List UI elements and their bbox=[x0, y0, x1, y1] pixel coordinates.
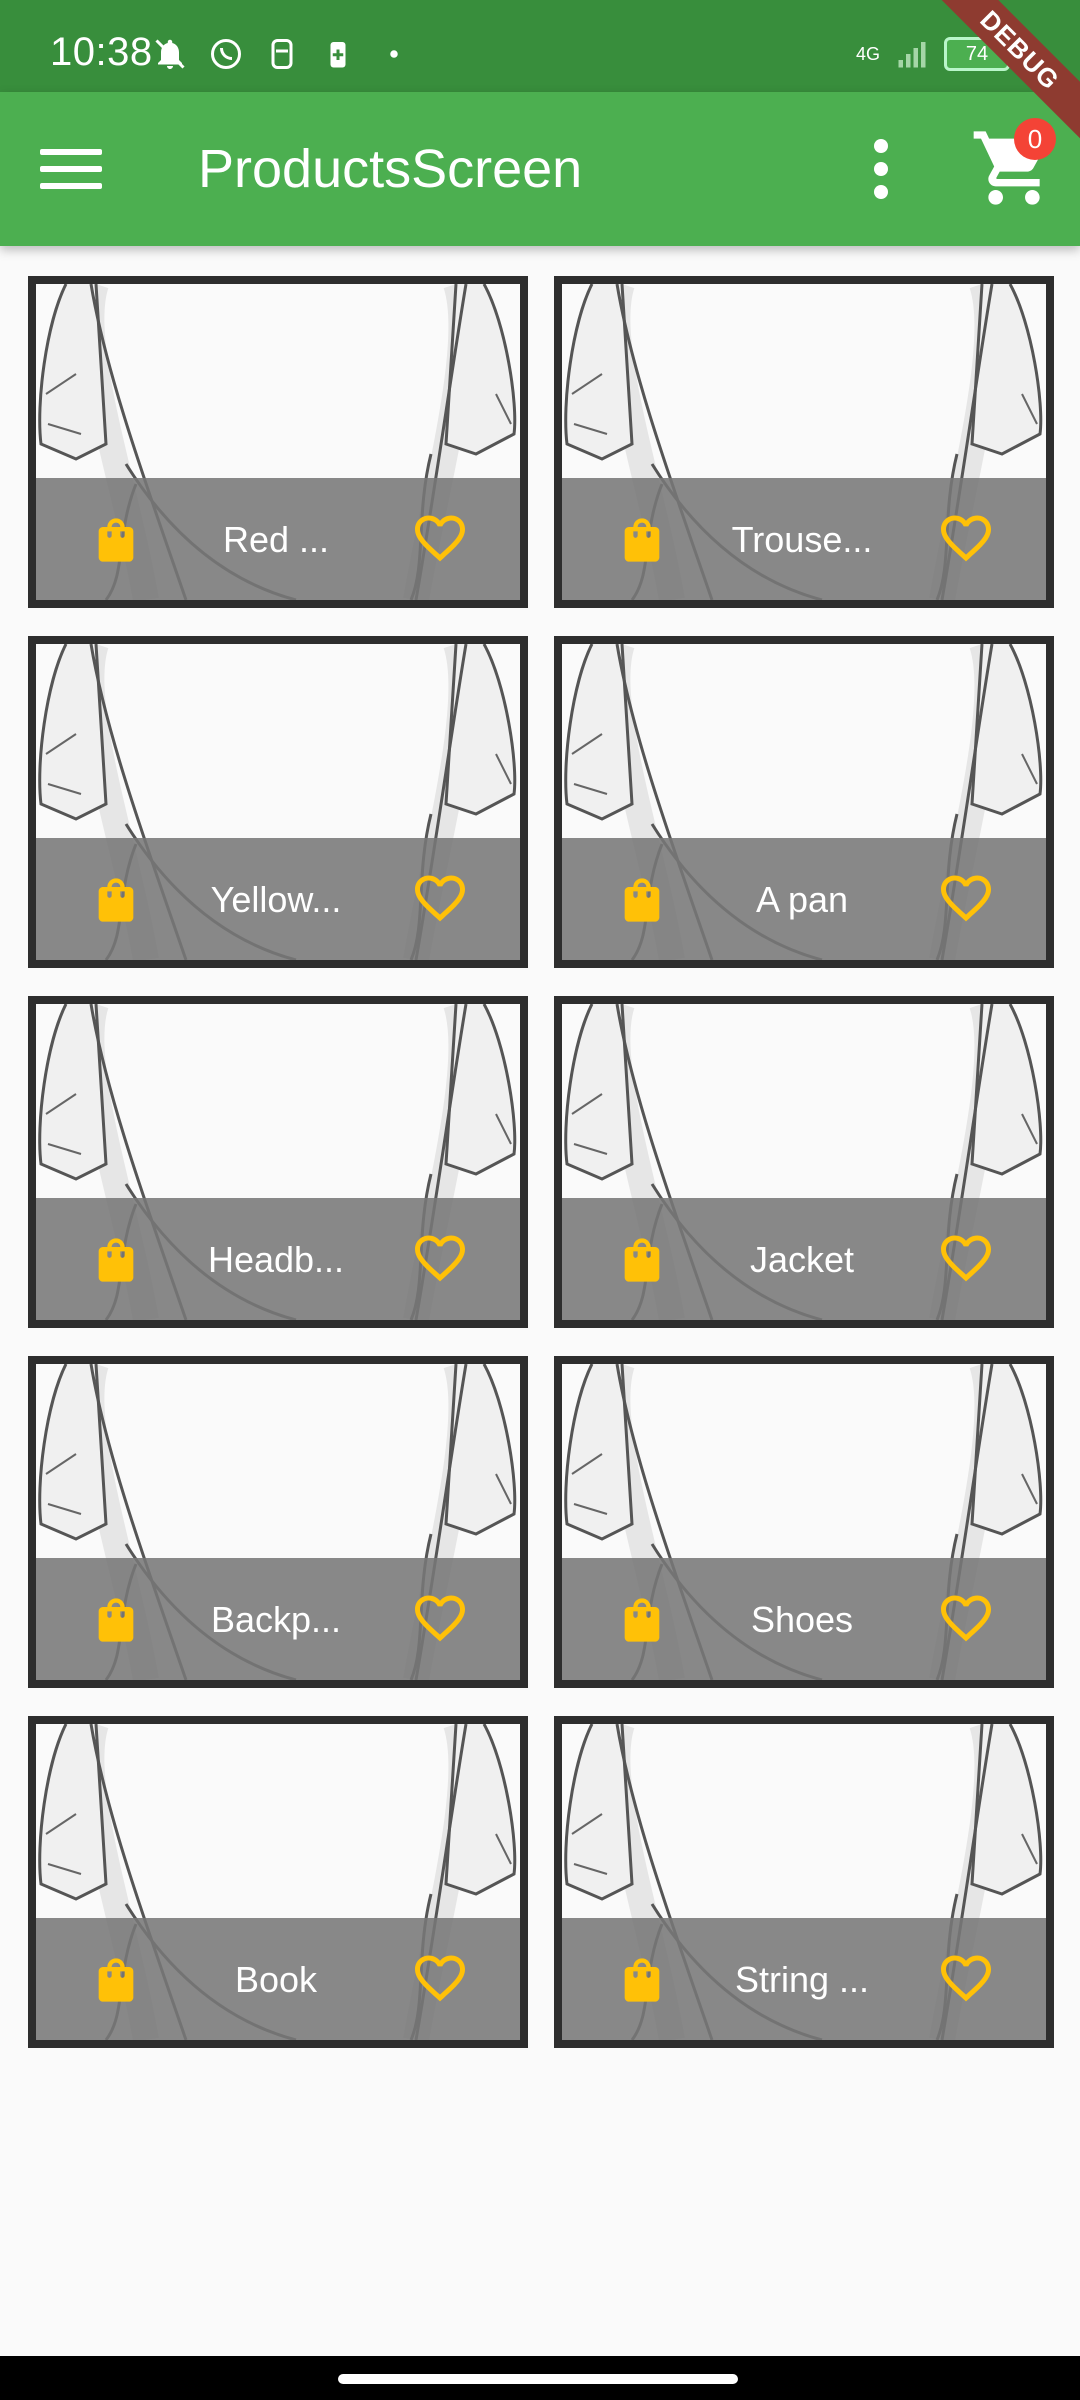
product-name: Backp... bbox=[210, 1599, 342, 1640]
product-name: Trouse... bbox=[731, 519, 873, 560]
shopping-bag-icon[interactable] bbox=[90, 1232, 142, 1288]
more-vert-icon bbox=[874, 139, 888, 153]
product-card-footer: Shoes bbox=[562, 1558, 1046, 1680]
favorite-border-icon[interactable] bbox=[408, 868, 472, 928]
favorite-border-icon[interactable] bbox=[934, 868, 998, 928]
product-card-footer: Backp... bbox=[36, 1558, 520, 1680]
battery-saver-icon bbox=[330, 42, 346, 68]
favorite-border-icon[interactable] bbox=[408, 1588, 472, 1648]
menu-icon bbox=[40, 149, 102, 155]
product-name: Jacket bbox=[749, 1239, 855, 1280]
status-time: 10:38 bbox=[50, 30, 153, 74]
product-name: Red ... bbox=[222, 519, 330, 560]
product-name: Yellow... bbox=[210, 879, 342, 920]
product-card[interactable]: Headb... bbox=[28, 996, 528, 1328]
product-card[interactable]: Book bbox=[28, 1716, 528, 2048]
favorite-border-icon[interactable] bbox=[934, 508, 998, 568]
product-name: Book bbox=[234, 1959, 318, 2000]
favorite-border-icon[interactable] bbox=[408, 1948, 472, 2008]
home-indicator[interactable] bbox=[338, 2374, 738, 2384]
product-card-footer: Yellow... bbox=[36, 838, 520, 960]
shopping-bag-icon[interactable] bbox=[616, 872, 668, 928]
shopping-bag-icon[interactable] bbox=[90, 512, 142, 568]
mute-icon bbox=[155, 39, 185, 69]
favorite-border-icon[interactable] bbox=[934, 1588, 998, 1648]
product-card[interactable]: A pan bbox=[554, 636, 1054, 968]
product-grid: Red ... Trouse... Yellow... A bbox=[28, 276, 1054, 2048]
favorite-border-icon[interactable] bbox=[408, 1228, 472, 1288]
status-notification-icons bbox=[150, 36, 414, 72]
product-card-footer: A pan bbox=[562, 838, 1046, 960]
product-card[interactable]: Backp... bbox=[28, 1356, 528, 1688]
cart-count-badge: 0 bbox=[1014, 118, 1056, 160]
product-card[interactable]: Jacket bbox=[554, 996, 1054, 1328]
app-notification-icon bbox=[271, 39, 293, 69]
status-bar: 10:38 4G 74 bbox=[0, 0, 1080, 92]
product-card[interactable]: String ... bbox=[554, 1716, 1054, 2048]
favorite-border-icon[interactable] bbox=[934, 1228, 998, 1288]
shopping-bag-icon[interactable] bbox=[616, 1232, 668, 1288]
product-card-footer: String ... bbox=[562, 1918, 1046, 2040]
product-card[interactable]: Trouse... bbox=[554, 276, 1054, 608]
product-name: String ... bbox=[734, 1959, 870, 2000]
product-card-footer: Trouse... bbox=[562, 478, 1046, 600]
product-card-footer: Jacket bbox=[562, 1198, 1046, 1320]
favorite-border-icon[interactable] bbox=[408, 508, 472, 568]
shopping-bag-icon[interactable] bbox=[90, 872, 142, 928]
product-card[interactable]: Shoes bbox=[554, 1356, 1054, 1688]
shopping-bag-icon[interactable] bbox=[616, 512, 668, 568]
product-name: Headb... bbox=[207, 1239, 345, 1280]
more-options-button[interactable] bbox=[856, 132, 906, 206]
menu-button[interactable] bbox=[40, 132, 114, 206]
shopping-bag-icon[interactable] bbox=[616, 1592, 668, 1648]
product-card-footer: Book bbox=[36, 1918, 520, 2040]
favorite-border-icon[interactable] bbox=[934, 1948, 998, 2008]
battery-level: 74 bbox=[965, 42, 989, 65]
product-card[interactable]: Red ... bbox=[28, 276, 528, 608]
app-bar: ProductsScreen bbox=[0, 92, 1080, 246]
product-name: Shoes bbox=[750, 1599, 854, 1640]
whatsapp-icon bbox=[211, 39, 241, 69]
system-navigation-bar bbox=[0, 2356, 1080, 2400]
shopping-bag-icon[interactable] bbox=[90, 1952, 142, 2008]
product-card-footer: Headb... bbox=[36, 1198, 520, 1320]
network-type: 4G bbox=[855, 43, 880, 64]
dot-icon bbox=[390, 50, 398, 58]
product-card-footer: Red ... bbox=[36, 478, 520, 600]
shopping-bag-icon[interactable] bbox=[616, 1952, 668, 2008]
page-title: ProductsScreen bbox=[198, 139, 583, 199]
product-name: A pan bbox=[755, 879, 849, 920]
shopping-bag-icon[interactable] bbox=[90, 1592, 142, 1648]
signal-icon bbox=[898, 42, 926, 68]
product-card[interactable]: Yellow... bbox=[28, 636, 528, 968]
